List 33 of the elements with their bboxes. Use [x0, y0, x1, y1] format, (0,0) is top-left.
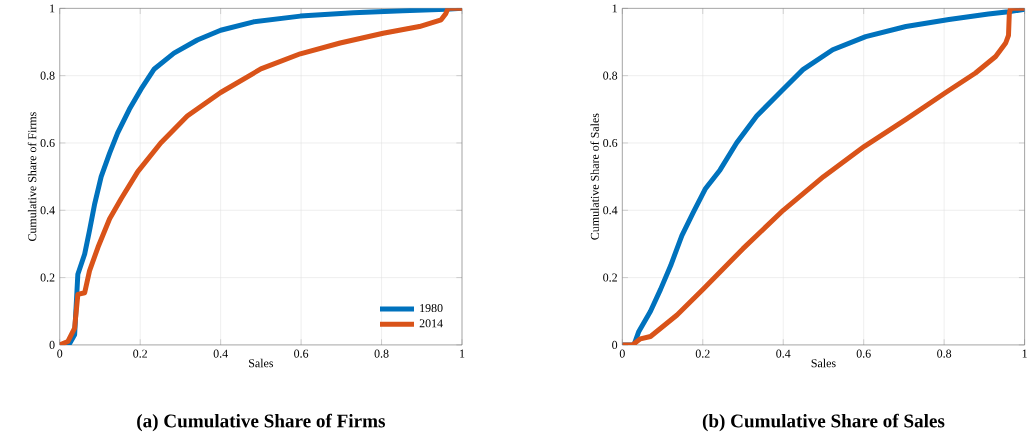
x-tick-label: 1 — [460, 349, 465, 358]
x-tick-label: 0 — [619, 349, 625, 358]
y-axis-title: Cumulative Share of Firms — [27, 112, 37, 242]
y-tick-label: 0.6 — [603, 139, 618, 148]
x-tick-label: 0.6 — [294, 349, 309, 358]
y-tick-label: 0 — [49, 341, 55, 350]
y-tick-label: 0.6 — [40, 139, 55, 148]
x-tick-label: 0.8 — [937, 349, 952, 358]
y-tick-label: 0.8 — [603, 71, 618, 80]
y-tick-label: 0 — [612, 341, 618, 350]
legend-label: 2014 — [419, 319, 443, 328]
y-tick-label: 1 — [612, 4, 617, 13]
x-tick-label: 0.2 — [133, 349, 147, 358]
y-tick-label: 0.2 — [603, 273, 617, 282]
x-tick-label: 0.4 — [213, 349, 228, 358]
y-tick-label: 0.8 — [40, 71, 55, 80]
legend-label: 1980 — [420, 304, 443, 313]
x-axis-title: Sales — [249, 359, 274, 368]
x-tick-label: 1 — [1022, 349, 1027, 358]
x-tick-label: 0.8 — [374, 349, 389, 358]
x-tick-label: 0.4 — [776, 349, 791, 358]
y-axis-title: Cumulative Share of Sales — [590, 113, 599, 240]
x-tick-label: 0.6 — [856, 349, 871, 358]
line-series — [622, 8, 1025, 346]
y-tick-label: 0.2 — [40, 273, 55, 282]
text: (b) Cumulative Share of Sales — [702, 414, 945, 432]
y-tick-label: 0.4 — [40, 206, 55, 215]
y-tick-label: 1 — [50, 4, 55, 13]
y-tick-label: 0.4 — [603, 206, 618, 215]
x-tick-label: 0.2 — [695, 349, 710, 358]
text: (a) Cumulative Share of Firms — [137, 414, 386, 432]
x-tick-label: 0 — [57, 349, 63, 358]
x-axis-title: Sales — [811, 359, 836, 368]
